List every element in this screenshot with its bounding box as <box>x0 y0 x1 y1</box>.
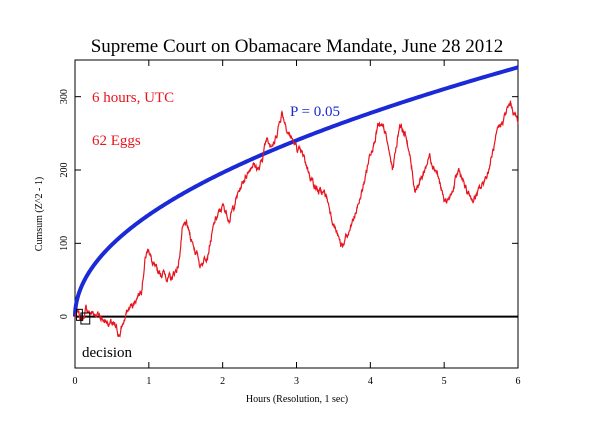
x-tick-label: 5 <box>442 376 447 387</box>
y-tick-label: 100 <box>59 236 70 251</box>
y-tick-label: 0 <box>59 314 70 319</box>
x-tick-label: 1 <box>146 376 151 387</box>
y-tick-label: 200 <box>59 163 70 178</box>
annotation-duration: 6 hours, UTC <box>92 90 174 106</box>
chart-title: Supreme Court on Obamacare Mandate, June… <box>91 36 504 57</box>
annotation-event: decision <box>82 345 132 361</box>
x-tick-label: 6 <box>516 376 521 387</box>
x-tick-label: 4 <box>368 376 373 387</box>
y-tick-label: 300 <box>59 89 70 104</box>
x-tick-label: 2 <box>220 376 225 387</box>
annotation-eggs: 62 Eggs <box>92 133 141 149</box>
y-axis-label: Cumsum (Z^2 - 1) <box>34 177 45 251</box>
x-axis-label: Hours (Resolution, 1 sec) <box>246 394 348 405</box>
x-tick-label: 3 <box>294 376 299 387</box>
annotation-p-value: P = 0.05 <box>290 104 340 120</box>
x-tick-label: 0 <box>73 376 78 387</box>
